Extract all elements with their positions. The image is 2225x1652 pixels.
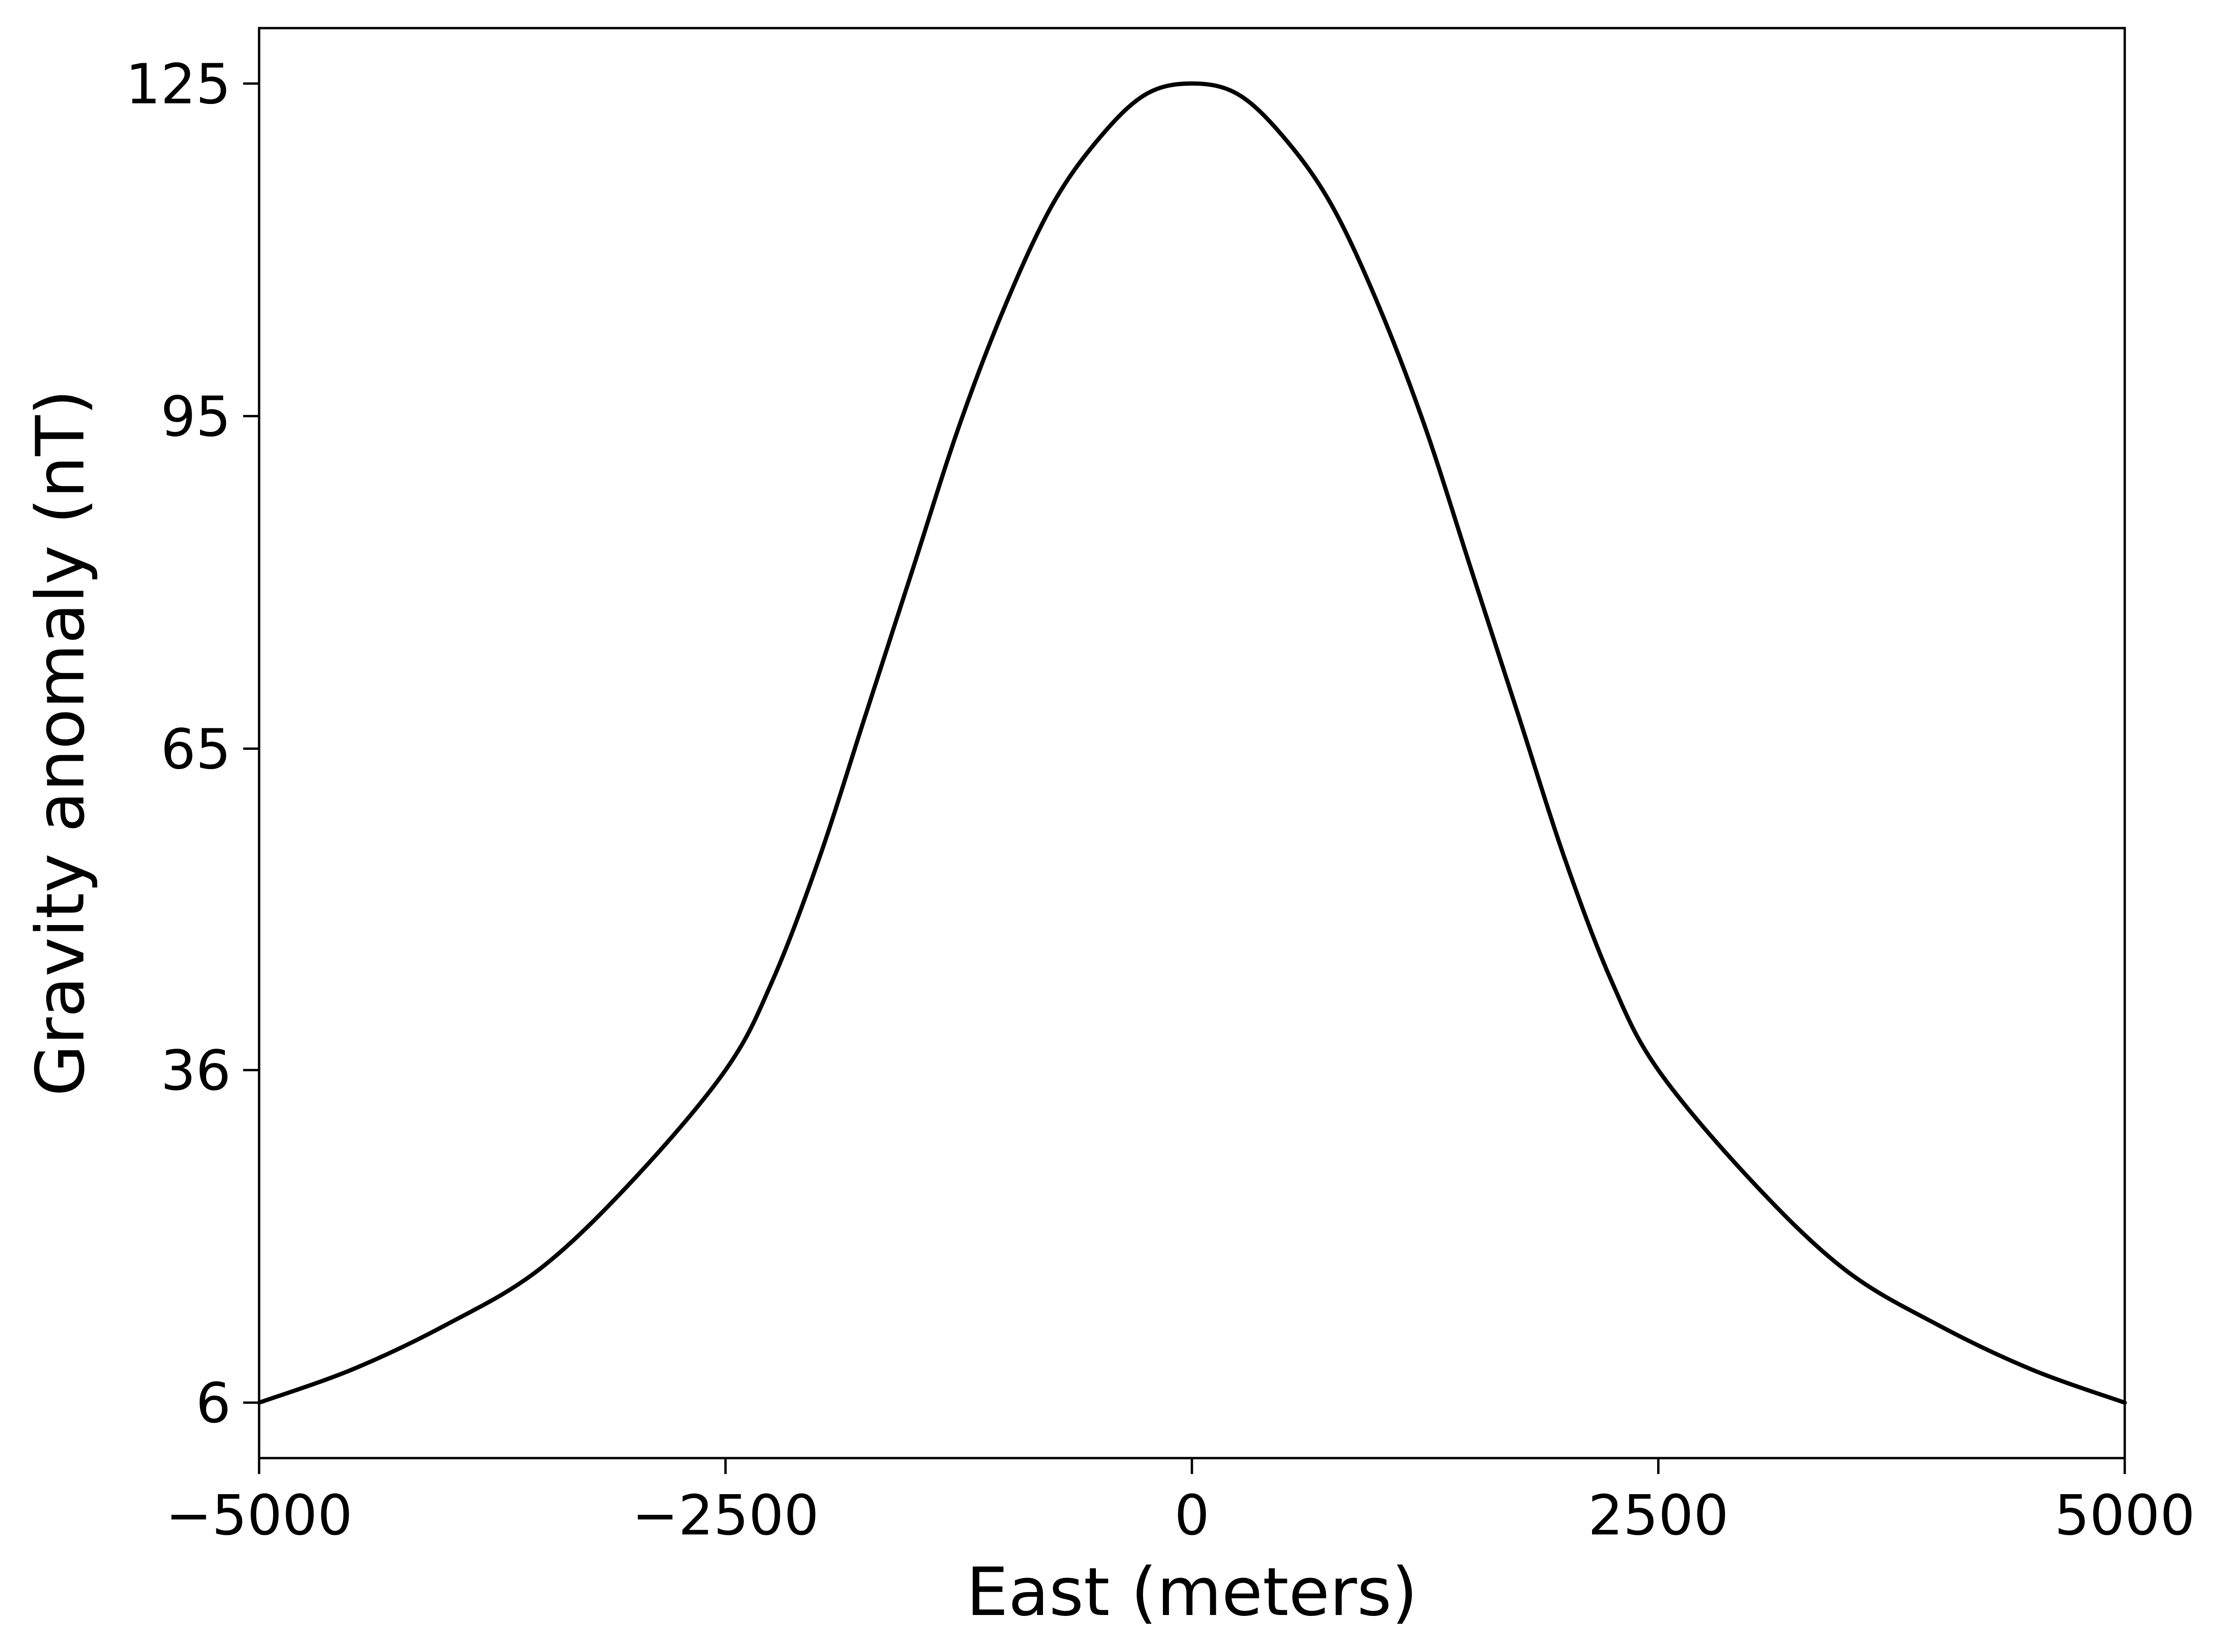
x-tick-label: −2500	[632, 1483, 819, 1548]
plot-area	[259, 28, 2125, 1458]
y-tick-label: 6	[196, 1371, 231, 1436]
y-axis-label: Gravity anomaly (nT)	[22, 389, 99, 1096]
y-tick-label: 36	[161, 1038, 231, 1103]
series-line	[257, 81, 2127, 1405]
x-tick-label: 2500	[1588, 1483, 1728, 1548]
y-tick-label: 125	[126, 52, 231, 116]
y-tick-label: 95	[161, 384, 231, 449]
x-tick-label: 5000	[2054, 1483, 2195, 1548]
y-tick-label: 65	[161, 717, 231, 781]
plot-frame	[258, 27, 2126, 1459]
y-axis-ticks: 6 36 65 95 125	[126, 52, 259, 1436]
x-tick-label: 0	[1174, 1483, 1209, 1548]
x-axis-ticks: −5000 −2500 0 2500 5000	[165, 1458, 2195, 1548]
x-tick-label: −5000	[165, 1483, 352, 1548]
x-axis-label: East (meters)	[966, 1554, 1417, 1631]
